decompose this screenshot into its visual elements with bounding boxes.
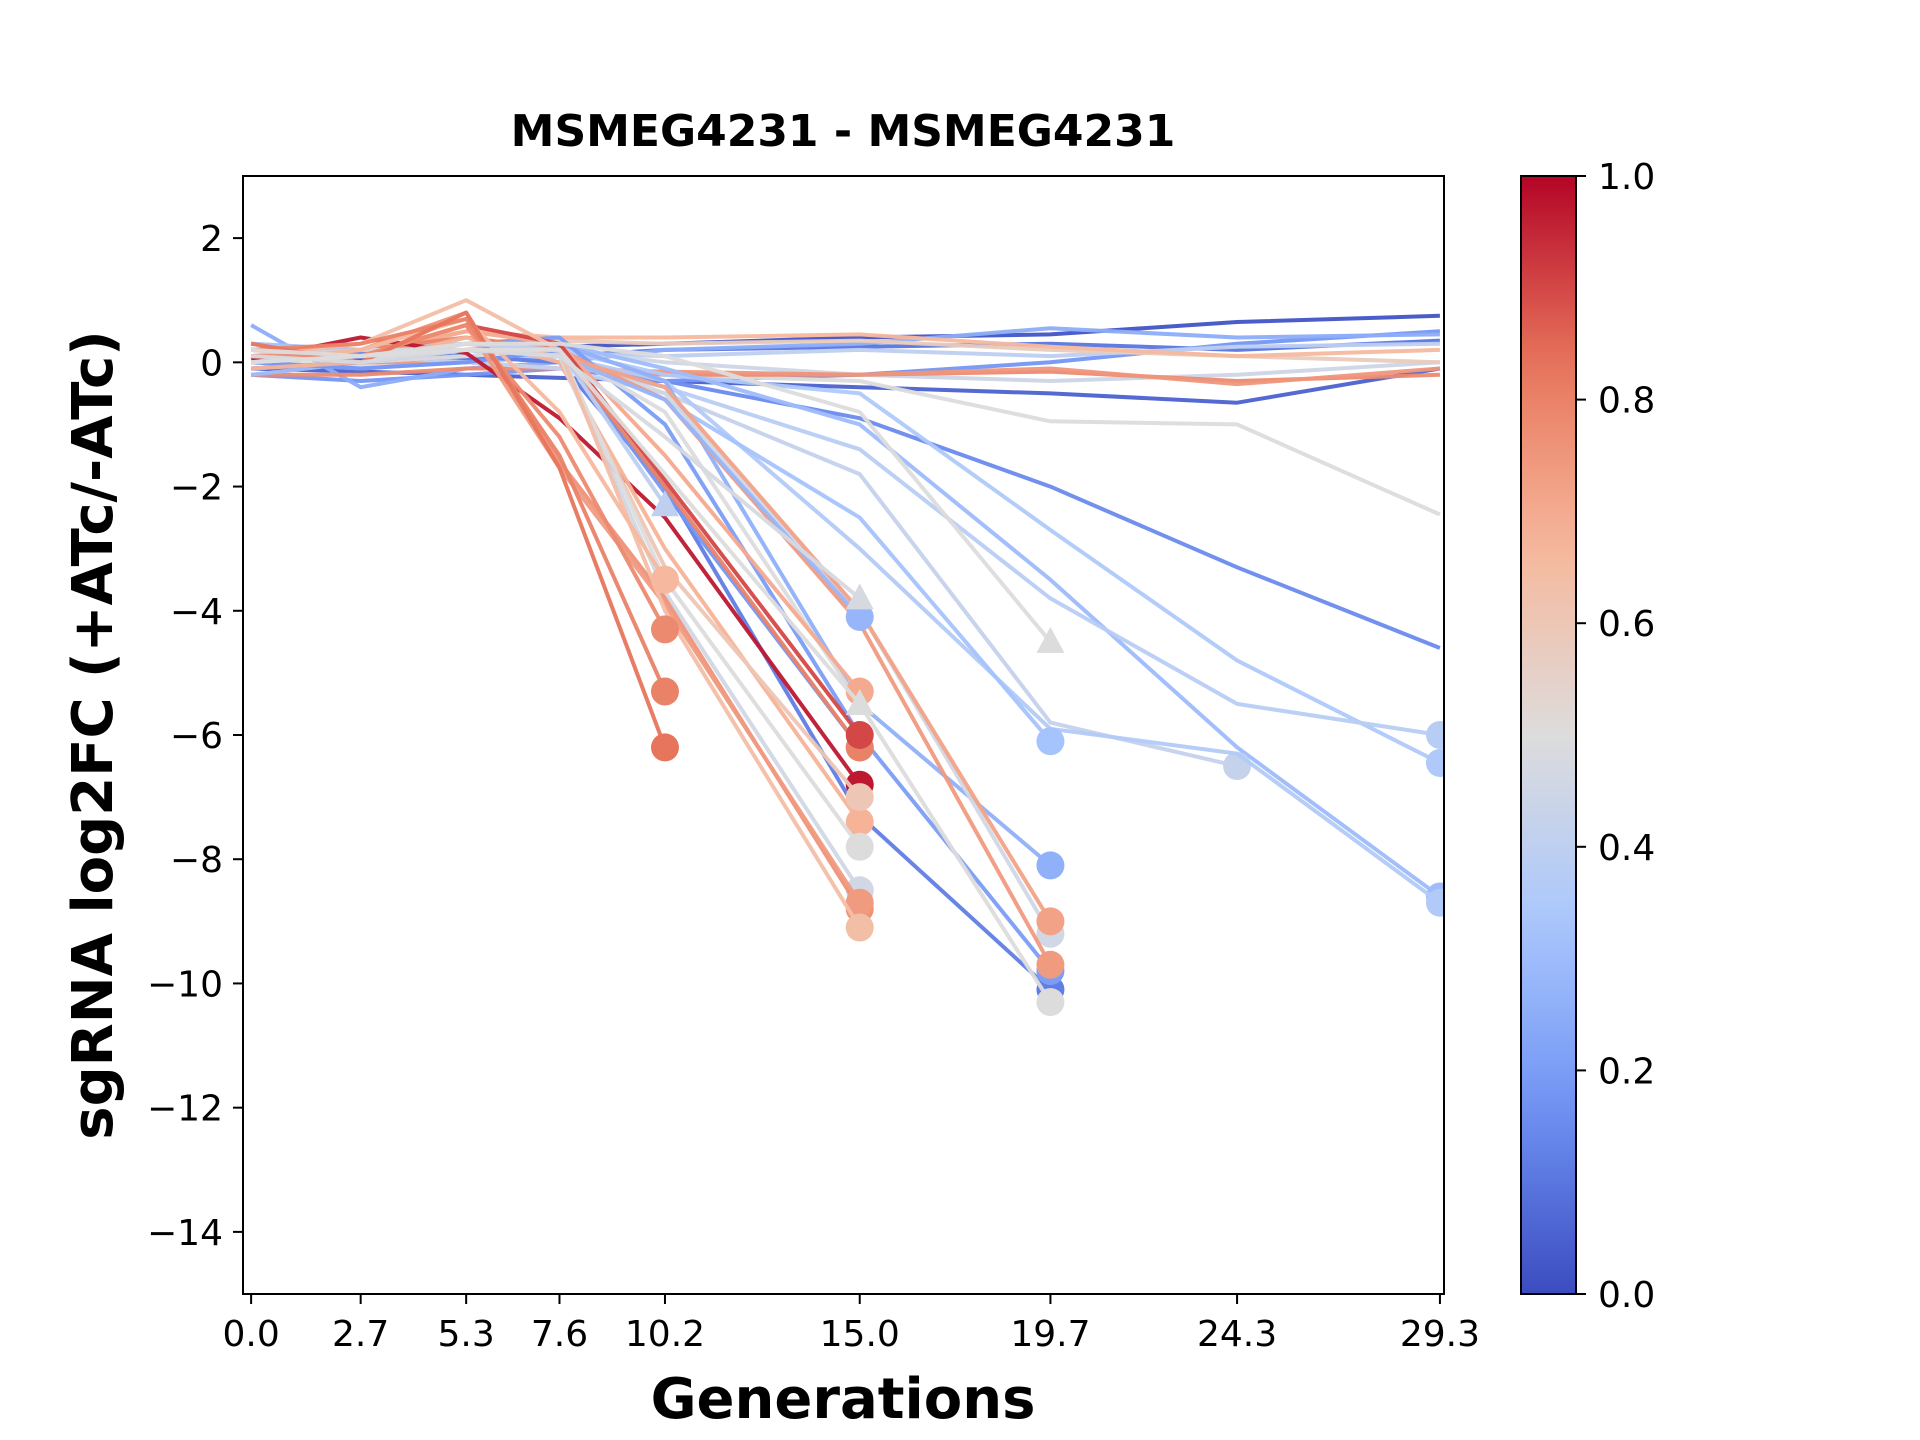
series-end-marker-25 xyxy=(1036,907,1065,936)
colorbar-tick-label-4: 0.8 xyxy=(1598,381,1655,422)
series-line-13 xyxy=(250,347,1441,765)
series-end-marker-26 xyxy=(845,602,874,631)
y-tick-label-1: 0 xyxy=(200,343,223,384)
series-end-marker-34 xyxy=(845,832,874,861)
series-end-marker-46 xyxy=(1036,626,1065,653)
x-tick-label-0: 0.0 xyxy=(222,1314,279,1355)
series-end-marker-19 xyxy=(1036,851,1065,880)
colorbar-tick-label-5: 1.0 xyxy=(1598,157,1655,198)
series-line-25 xyxy=(250,347,1053,923)
series-end-marker-33 xyxy=(845,783,874,812)
series-line-26 xyxy=(250,347,862,619)
y-tick-label-6: −10 xyxy=(147,964,223,1005)
x-axis: 0.0 2.7 5.3 7.6 10.2 15.0 19.7 24.3 29.3 xyxy=(222,1294,1480,1355)
chart-title: MSMEG4231 - MSMEG4231 xyxy=(511,106,1176,157)
y-tick-label-7: −12 xyxy=(147,1089,223,1130)
y-tick-label-2: −2 xyxy=(170,468,223,509)
y-tick-label-0: 2 xyxy=(200,219,223,260)
y-tick-label-4: −6 xyxy=(170,716,223,757)
series-line-46 xyxy=(250,341,1052,644)
x-tick-label-3: 7.6 xyxy=(531,1314,588,1355)
series-end-marker-13 xyxy=(1425,748,1444,777)
x-tick-label-6: 19.7 xyxy=(1010,1314,1090,1355)
series-end-marker-32 xyxy=(845,807,874,836)
series-line-12 xyxy=(250,360,1441,387)
series-line-23 xyxy=(250,347,1053,1004)
series-line-41 xyxy=(250,316,667,693)
colorbar-tick-label-0: 0.0 xyxy=(1598,1275,1655,1316)
series-end-marker-42 xyxy=(650,733,679,762)
series-end-marker-18 xyxy=(1036,727,1065,756)
colorbar-tick-label-3: 0.6 xyxy=(1598,604,1655,645)
series-line-27 xyxy=(250,347,862,749)
series-line-21 xyxy=(250,335,1052,973)
series-line-20 xyxy=(250,354,1052,992)
x-tick-label-8: 29.3 xyxy=(1400,1314,1480,1355)
series-end-marker-24 xyxy=(1036,950,1065,979)
y-tick-label-3: −4 xyxy=(170,592,223,633)
series-line-24 xyxy=(250,341,1053,966)
y-axis-label: sgRNA log2FC (+ATc/-ATc) xyxy=(61,330,126,1140)
y-axis: 2 0 −2 −4 −6 −8 −10 −12 −14 xyxy=(147,219,243,1254)
colorbar-ticks: 0.0 0.2 0.4 0.6 0.8 1.0 xyxy=(1576,157,1655,1316)
series-end-marker-43 xyxy=(650,490,679,517)
series-end-marker-38 xyxy=(845,913,874,942)
x-tick-label-1: 2.7 xyxy=(332,1314,389,1355)
series-end-marker-45 xyxy=(845,688,874,715)
x-tick-label-7: 24.3 xyxy=(1197,1314,1277,1355)
series-line-31 xyxy=(250,335,862,786)
series-line-14 xyxy=(250,341,1442,899)
series-end-marker-40 xyxy=(650,615,679,644)
x-tick-label-5: 15.0 xyxy=(820,1314,900,1355)
series-line-45 xyxy=(250,347,862,706)
series-end-marker-44 xyxy=(845,583,874,610)
y-tick-label-8: −14 xyxy=(147,1213,223,1254)
series-end-marker-16 xyxy=(1223,752,1252,781)
series-end-marker-39 xyxy=(650,565,679,594)
series-end-marker-37 xyxy=(845,888,874,917)
colorbar xyxy=(1520,175,1577,1295)
colorbar-tick-label-2: 0.4 xyxy=(1598,828,1655,869)
colorbar-tick-label-1: 0.2 xyxy=(1598,1051,1655,1092)
series-line-44 xyxy=(250,347,861,600)
series-layer xyxy=(250,298,1444,1017)
series-end-marker-23 xyxy=(1036,988,1065,1017)
series-end-marker-17 xyxy=(1425,888,1444,917)
series-line-17 xyxy=(250,354,1442,905)
x-tick-label-4: 10.2 xyxy=(625,1314,705,1355)
x-axis-label: Generations xyxy=(651,1367,1036,1432)
series-end-marker-15 xyxy=(1425,721,1444,749)
series-end-marker-41 xyxy=(650,677,679,706)
series-line-42 xyxy=(250,310,667,749)
x-tick-label-2: 5.3 xyxy=(438,1314,495,1355)
y-tick-label-5: −8 xyxy=(170,840,223,881)
series-end-marker-30 xyxy=(845,721,874,749)
series-line-5 xyxy=(250,323,1440,390)
